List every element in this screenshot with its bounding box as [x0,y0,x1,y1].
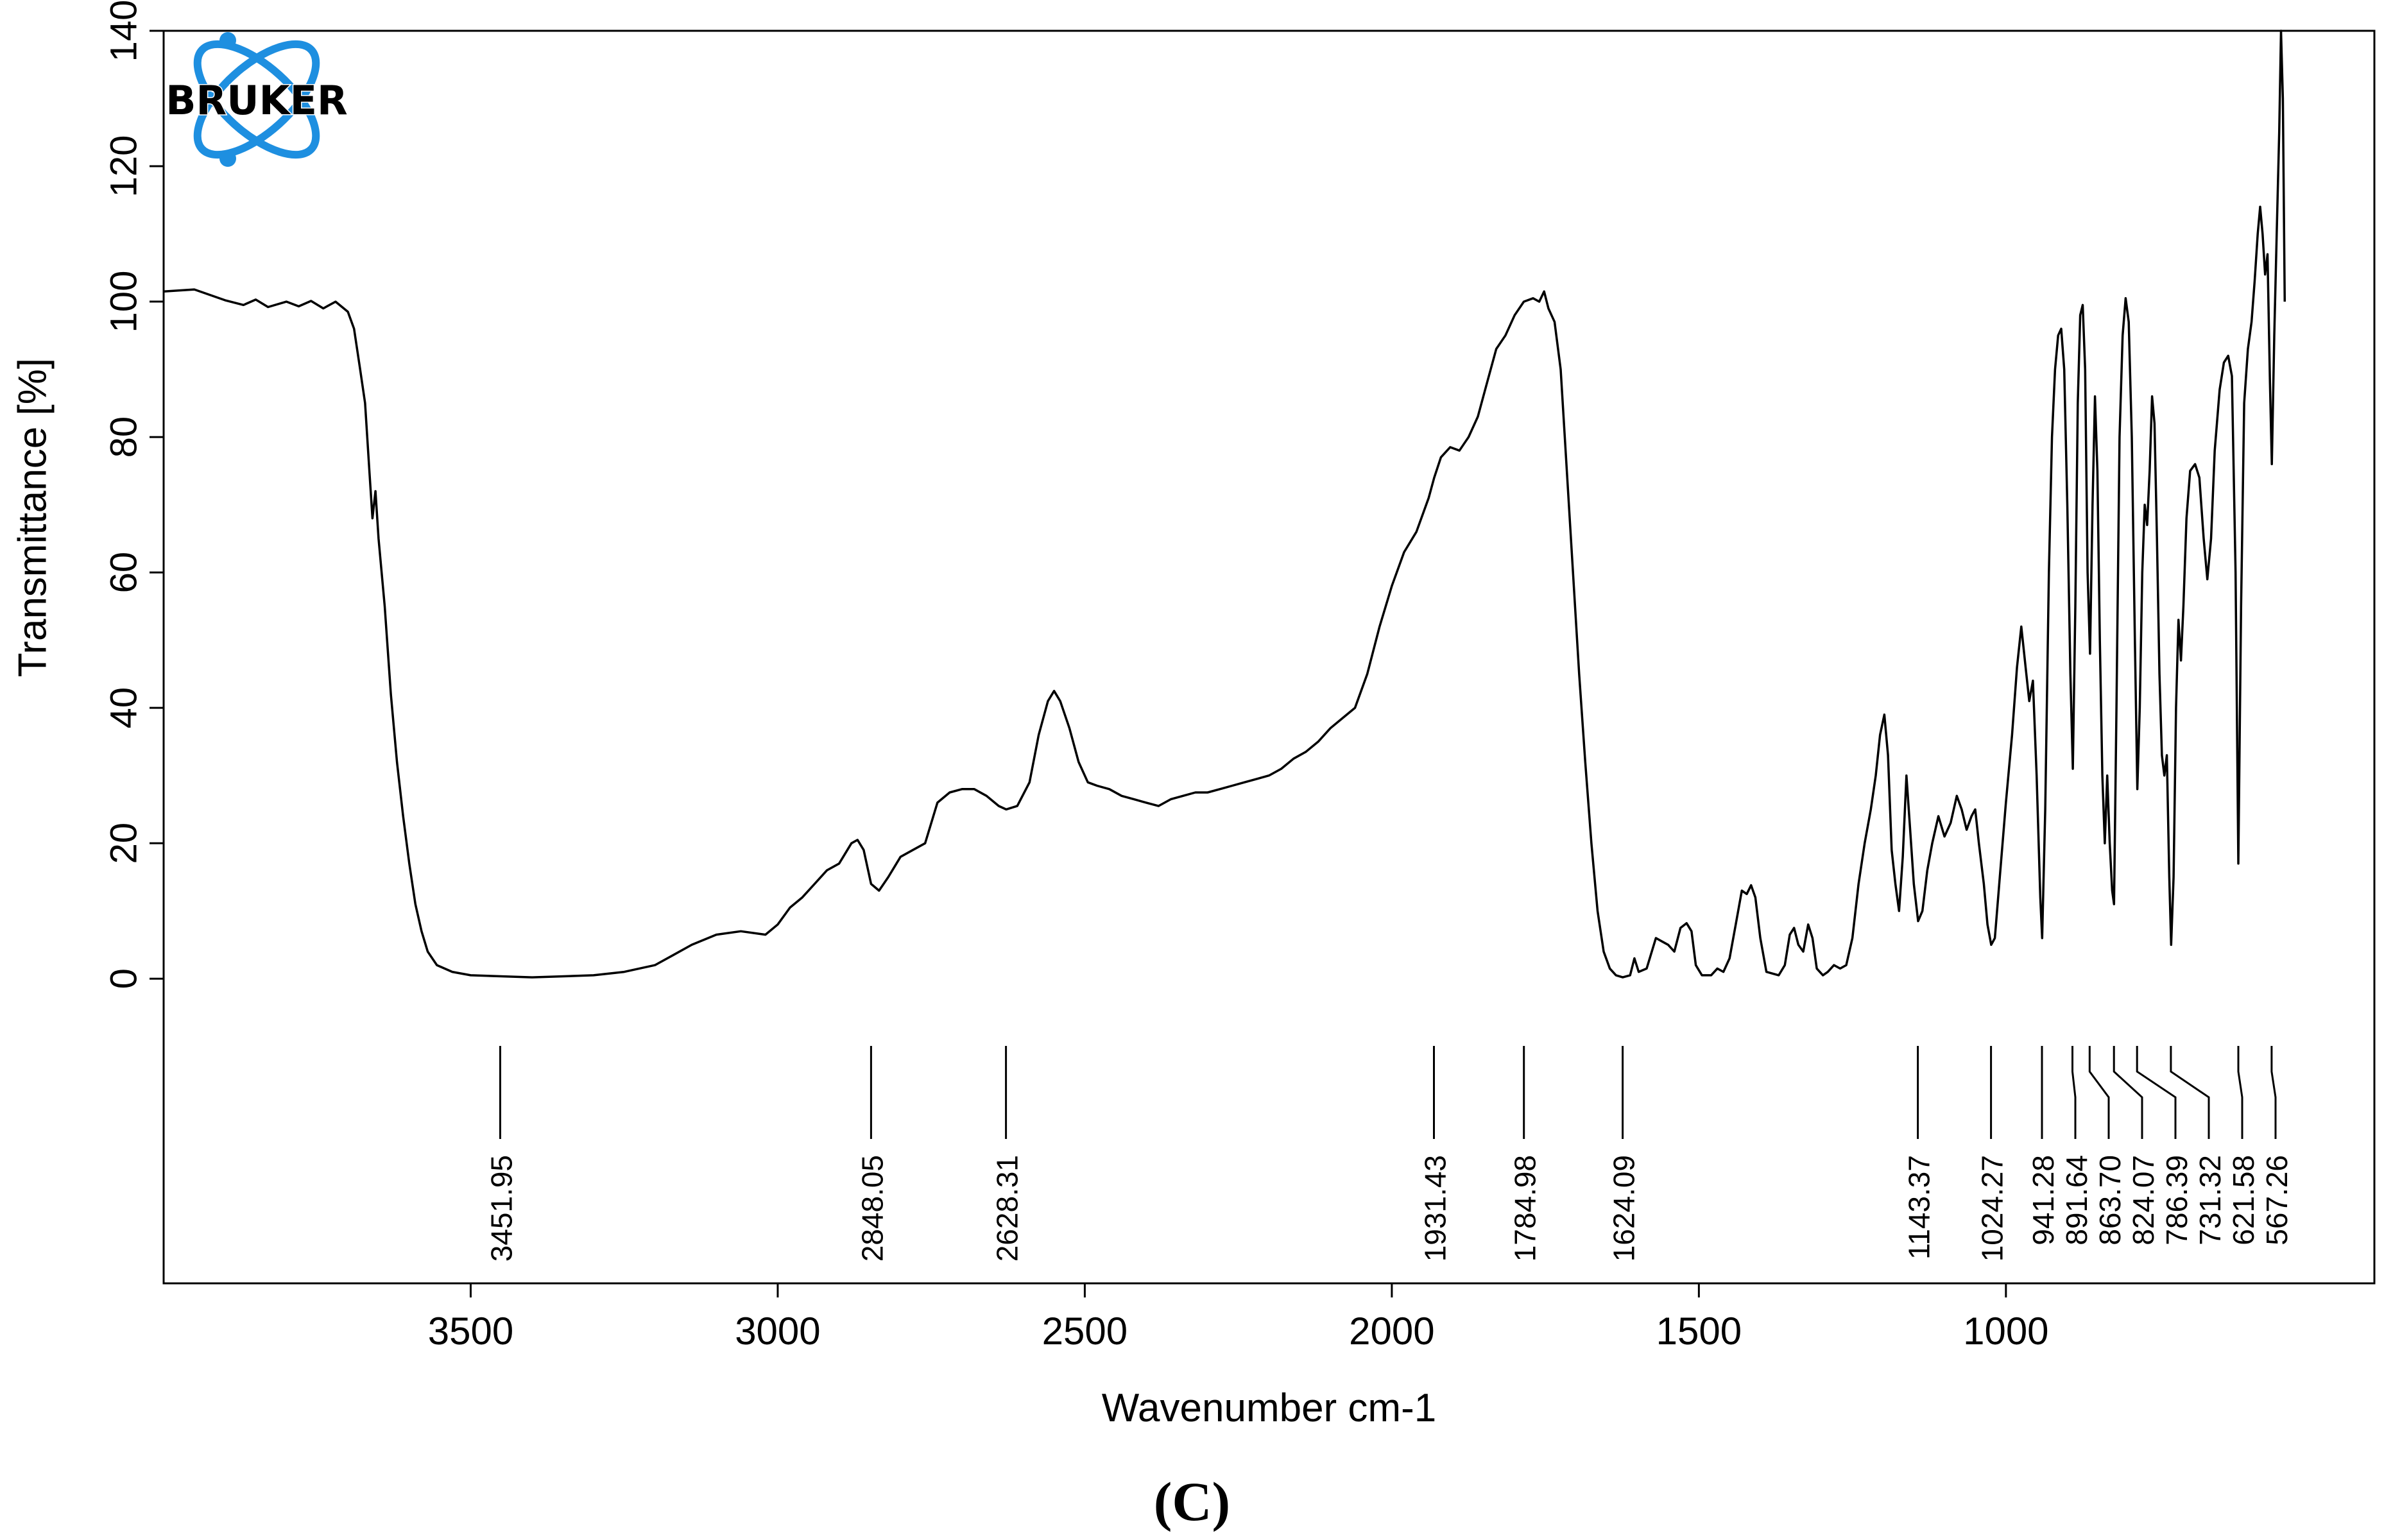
x-tick-label: 3500 [428,1310,513,1353]
peak-marker-line [2170,1046,2210,1139]
x-tick-label: 3000 [735,1310,820,1353]
spectrum-line-0 [163,30,2286,979]
logo-orbit-1 [193,40,320,159]
peak-marker-line [2088,1046,2110,1139]
x-tick-label: 1500 [1656,1310,1742,1353]
logo-electron-2 [219,150,236,167]
peak-label: 786.39 [2160,1155,2193,1245]
y-tick-label: 140 [103,0,144,62]
peak-label: 824.07 [2127,1155,2160,1245]
peak-label: 863.70 [2093,1155,2127,1245]
x-tick-label: 1000 [1963,1310,2048,1353]
peak-marker-line [2237,1046,2243,1139]
peak-label: 891.64 [2060,1155,2093,1245]
y-tick-label: 100 [103,271,144,333]
logo-text: BRUKER [166,77,347,124]
logo-orbit-2 [193,40,320,159]
y-tick-label: 40 [103,687,144,729]
y-tick-label: 80 [103,416,144,458]
peak-label: 1784.98 [1509,1155,1542,1262]
peak-label: 941.28 [2027,1155,2060,1245]
y-axis-title: Transmittance [%] [10,358,55,677]
peak-marker-line [2136,1046,2177,1139]
y-tick-label: 60 [103,552,144,594]
y-tick-label: 120 [103,135,144,198]
peak-label: 621.58 [2227,1155,2260,1245]
peak-label: 2848.05 [855,1155,889,1262]
y-tick-label: 0 [103,968,144,989]
x-tick-label: 2000 [1349,1310,1434,1353]
peak-label: 1624.09 [1608,1155,1641,1262]
peak-label: 567.26 [2260,1155,2294,1245]
peak-marker-line [2270,1046,2277,1139]
peak-label: 3451.95 [485,1155,518,1262]
logo-electron-1 [219,32,236,49]
panel-label: (C) [1153,1471,1231,1532]
peak-label: 731.32 [2193,1155,2227,1245]
peak-marker-line [2113,1046,2143,1139]
x-tick-label: 2500 [1042,1310,1128,1353]
peak-label: 1931.43 [1419,1155,1452,1262]
peak-label: 2628.31 [991,1155,1024,1262]
bruker-logo: BRUKER [165,32,348,167]
y-tick-label: 20 [103,823,144,864]
peak-label: 1143.37 [1903,1155,1936,1260]
x-axis-title: Wavenumber cm-1 [1102,1386,1436,1430]
plot-area: 0 20 40 60 80 100 120 140 3500 3000 2500 2000 1500 10… [10,0,2376,1430]
peak-marker-line [2071,1046,2077,1139]
peak-label: 1024.27 [1976,1155,2009,1262]
plot-frame [162,30,2376,1285]
